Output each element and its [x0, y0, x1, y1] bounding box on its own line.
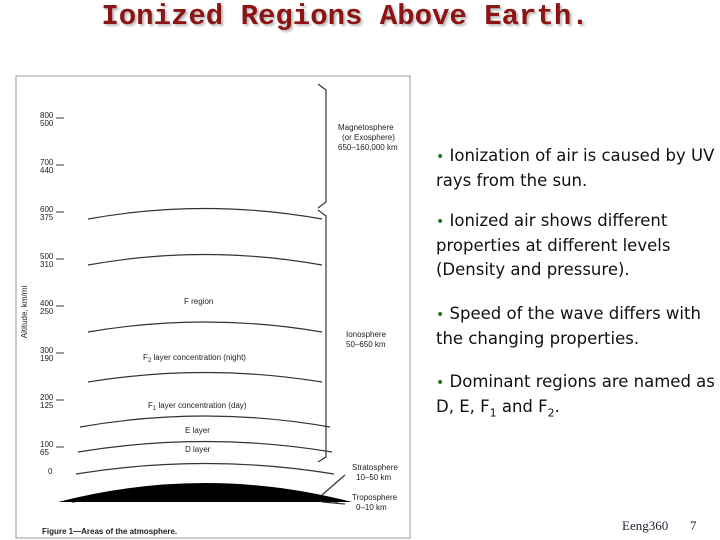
altitude-km: 400 — [40, 299, 54, 308]
region-label: F1 layer concentration (day) — [148, 401, 247, 412]
bullet-text: Speed of the wave differs with the chang… — [436, 304, 701, 348]
arc — [87, 371, 323, 383]
region-range: 50–650 km — [346, 340, 386, 349]
arc — [87, 253, 323, 266]
label-sub: 2 — [148, 358, 152, 364]
arc — [79, 415, 331, 428]
bullet-sub: 1 — [489, 406, 497, 420]
label-text: F — [148, 401, 153, 410]
arc — [75, 462, 335, 475]
region-name: Troposphere — [352, 493, 398, 502]
altitude-mi: 250 — [40, 307, 54, 316]
pointer — [321, 474, 346, 496]
arc — [87, 321, 323, 333]
region-range: 10–50 km — [356, 473, 391, 482]
earth — [58, 483, 352, 502]
bullet-text: Ionized air shows different properties a… — [436, 211, 671, 279]
brackets — [317, 83, 346, 505]
bullet: • Speed of the wave differs with the cha… — [436, 304, 701, 348]
page-number: 7 — [690, 518, 697, 533]
axis-title: Altitude, km/mi — [20, 286, 29, 339]
arc — [77, 440, 333, 453]
atmosphere-figure: Altitude, km/mi 800500700440600375500310… — [15, 75, 411, 539]
altitude-mi: 440 — [40, 166, 54, 175]
layer-arcs — [71, 207, 339, 503]
altitude-km: 0 — [48, 467, 53, 476]
altitude-km: 300 — [40, 346, 54, 355]
arc — [87, 207, 323, 220]
altitude-mi: 500 — [40, 119, 54, 128]
altitude-km: 500 — [40, 252, 54, 261]
label-rest: layer concentration (night) — [151, 353, 246, 362]
bullet: • Ionization of air is caused by UV rays… — [436, 146, 715, 190]
region-label: F region — [184, 297, 213, 306]
bullet: • Dominant regions are named as D, E, F1… — [436, 372, 715, 420]
region-label: D layer — [185, 445, 211, 454]
region-name: Stratosphere — [352, 463, 398, 472]
altitude-mi: 125 — [40, 401, 54, 410]
altitude-km: 200 — [40, 393, 54, 402]
altitude-km: 100 — [40, 440, 54, 449]
bullet-text: Ionization of air is caused by UV rays f… — [436, 146, 715, 190]
footer-course: Eeng360 — [622, 518, 669, 533]
label-rest: layer concentration (day) — [156, 401, 247, 410]
bullet-text: and F — [496, 397, 548, 416]
pointer — [321, 501, 346, 505]
bullet-text: . — [554, 397, 560, 416]
altitude-mi: 375 — [40, 213, 54, 222]
region-label: E layer — [185, 426, 210, 435]
bracket — [317, 209, 327, 463]
altitude-mi: 310 — [40, 260, 54, 269]
altitude-mi: 65 — [40, 448, 49, 457]
altitude-km: 800 — [40, 111, 54, 120]
region-label: F2 layer concentration (night) — [143, 353, 246, 364]
region-note: (or Exosphere) — [342, 133, 395, 142]
bullet-sub: 2 — [547, 406, 555, 420]
region-name: Ionosphere — [346, 330, 387, 339]
figure-caption: Figure 1—Areas of the atmosphere. — [42, 527, 177, 536]
slide-title: Ionized Regions Above Earth. — [101, 0, 589, 33]
bullet-text: Dominant regions are named as D, E, F — [436, 372, 715, 416]
region-range: 650–160,000 km — [338, 143, 398, 152]
altitude-mi: 190 — [40, 354, 54, 363]
altitude-km: 700 — [40, 158, 54, 167]
region-name: Magnetosphere — [338, 123, 394, 132]
bullet: • Ionized air shows different properties… — [436, 211, 671, 279]
region-range: 0–10 km — [356, 503, 387, 512]
figure-frame — [15, 75, 411, 539]
altitude-km: 600 — [40, 205, 54, 214]
bracket — [317, 83, 327, 209]
right-labels: Magnetosphere (or Exosphere) 650–160,000… — [338, 123, 398, 512]
altitude-labels: 8005007004406003755003104002503001902001… — [40, 111, 64, 476]
label-text: F — [143, 353, 148, 362]
label-sub: 1 — [153, 406, 157, 412]
